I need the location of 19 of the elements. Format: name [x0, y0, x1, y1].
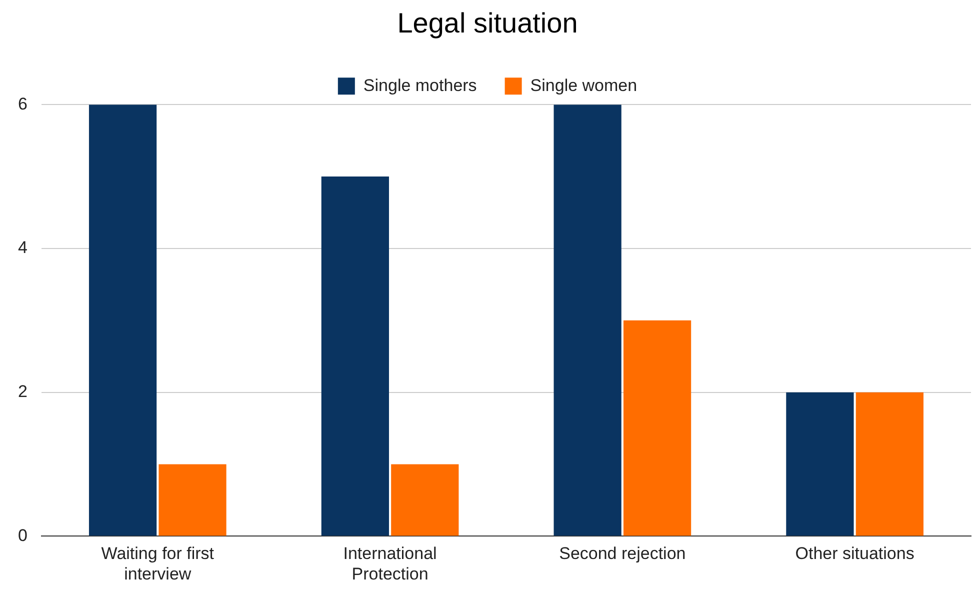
bar — [554, 104, 622, 536]
bar — [856, 392, 924, 536]
bar — [321, 176, 389, 536]
legend-label: Single women — [530, 76, 638, 95]
x-tick-label: Waiting for first interview — [101, 544, 214, 584]
bar — [391, 464, 459, 536]
bar — [786, 392, 854, 536]
bar — [623, 320, 692, 536]
y-tick-label: 0 — [18, 526, 28, 545]
bar — [158, 464, 226, 536]
y-tick-label: 4 — [18, 238, 28, 258]
chart-title: Legal situation — [397, 8, 578, 39]
bar — [88, 104, 157, 536]
x-tick-label: Second rejection — [559, 544, 686, 564]
x-tick-label: International Protection — [343, 544, 437, 584]
legend-label: Single mothers — [363, 76, 477, 95]
y-tick-label: 2 — [18, 382, 28, 402]
y-tick-label: 6 — [18, 94, 28, 114]
x-tick-label: Other situations — [795, 544, 914, 564]
